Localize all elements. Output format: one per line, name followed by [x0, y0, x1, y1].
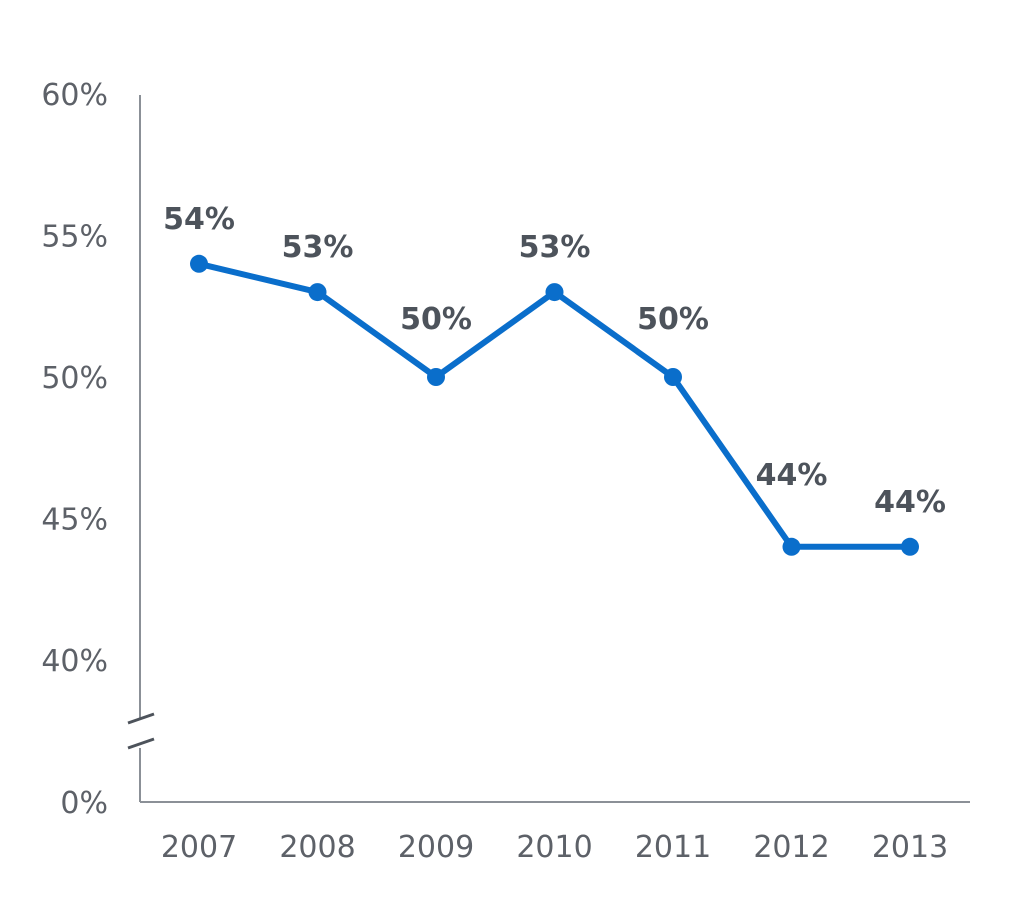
data-label: 54% [163, 202, 235, 237]
data-point [782, 537, 801, 556]
x-tick-label: 2008 [279, 830, 355, 865]
x-tick-label: 2013 [872, 830, 948, 865]
axis-break-marker [127, 712, 155, 750]
y-tick-label: 40% [41, 644, 108, 679]
data-point [664, 368, 682, 386]
data-label: 44% [756, 458, 828, 493]
data-point [545, 283, 564, 302]
y-tick-label: 60% [41, 78, 108, 113]
data-label: 50% [400, 302, 472, 337]
axis-break-slash-bottom [127, 737, 155, 750]
y-tick-label: 0% [60, 786, 108, 821]
y-axis-ticks: 0% 40% 45% 50% 55% 60% [41, 78, 108, 821]
x-axis-ticks: 2007 2008 2009 2010 2011 2012 2013 [161, 830, 948, 865]
data-label: 53% [282, 230, 354, 265]
data-point [427, 368, 445, 386]
series-line-group [190, 254, 919, 556]
y-tick-label: 45% [41, 503, 108, 538]
x-tick-label: 2007 [161, 830, 237, 865]
data-labels: 54% 53% 50% 53% 50% 44% 44% [163, 202, 946, 520]
x-tick-label: 2012 [753, 830, 829, 865]
y-tick-label: 55% [41, 220, 108, 255]
data-label: 44% [874, 485, 946, 520]
x-tick-label: 2011 [635, 830, 711, 865]
data-point [190, 254, 208, 273]
axis-break-slash-top [127, 712, 155, 725]
data-label: 50% [637, 302, 709, 337]
data-point [901, 537, 919, 556]
data-point [308, 283, 327, 302]
x-tick-label: 2009 [398, 830, 474, 865]
data-label: 53% [519, 230, 591, 265]
y-tick-label: 50% [41, 361, 108, 396]
series-line [198, 260, 910, 550]
x-tick-label: 2010 [516, 830, 592, 865]
